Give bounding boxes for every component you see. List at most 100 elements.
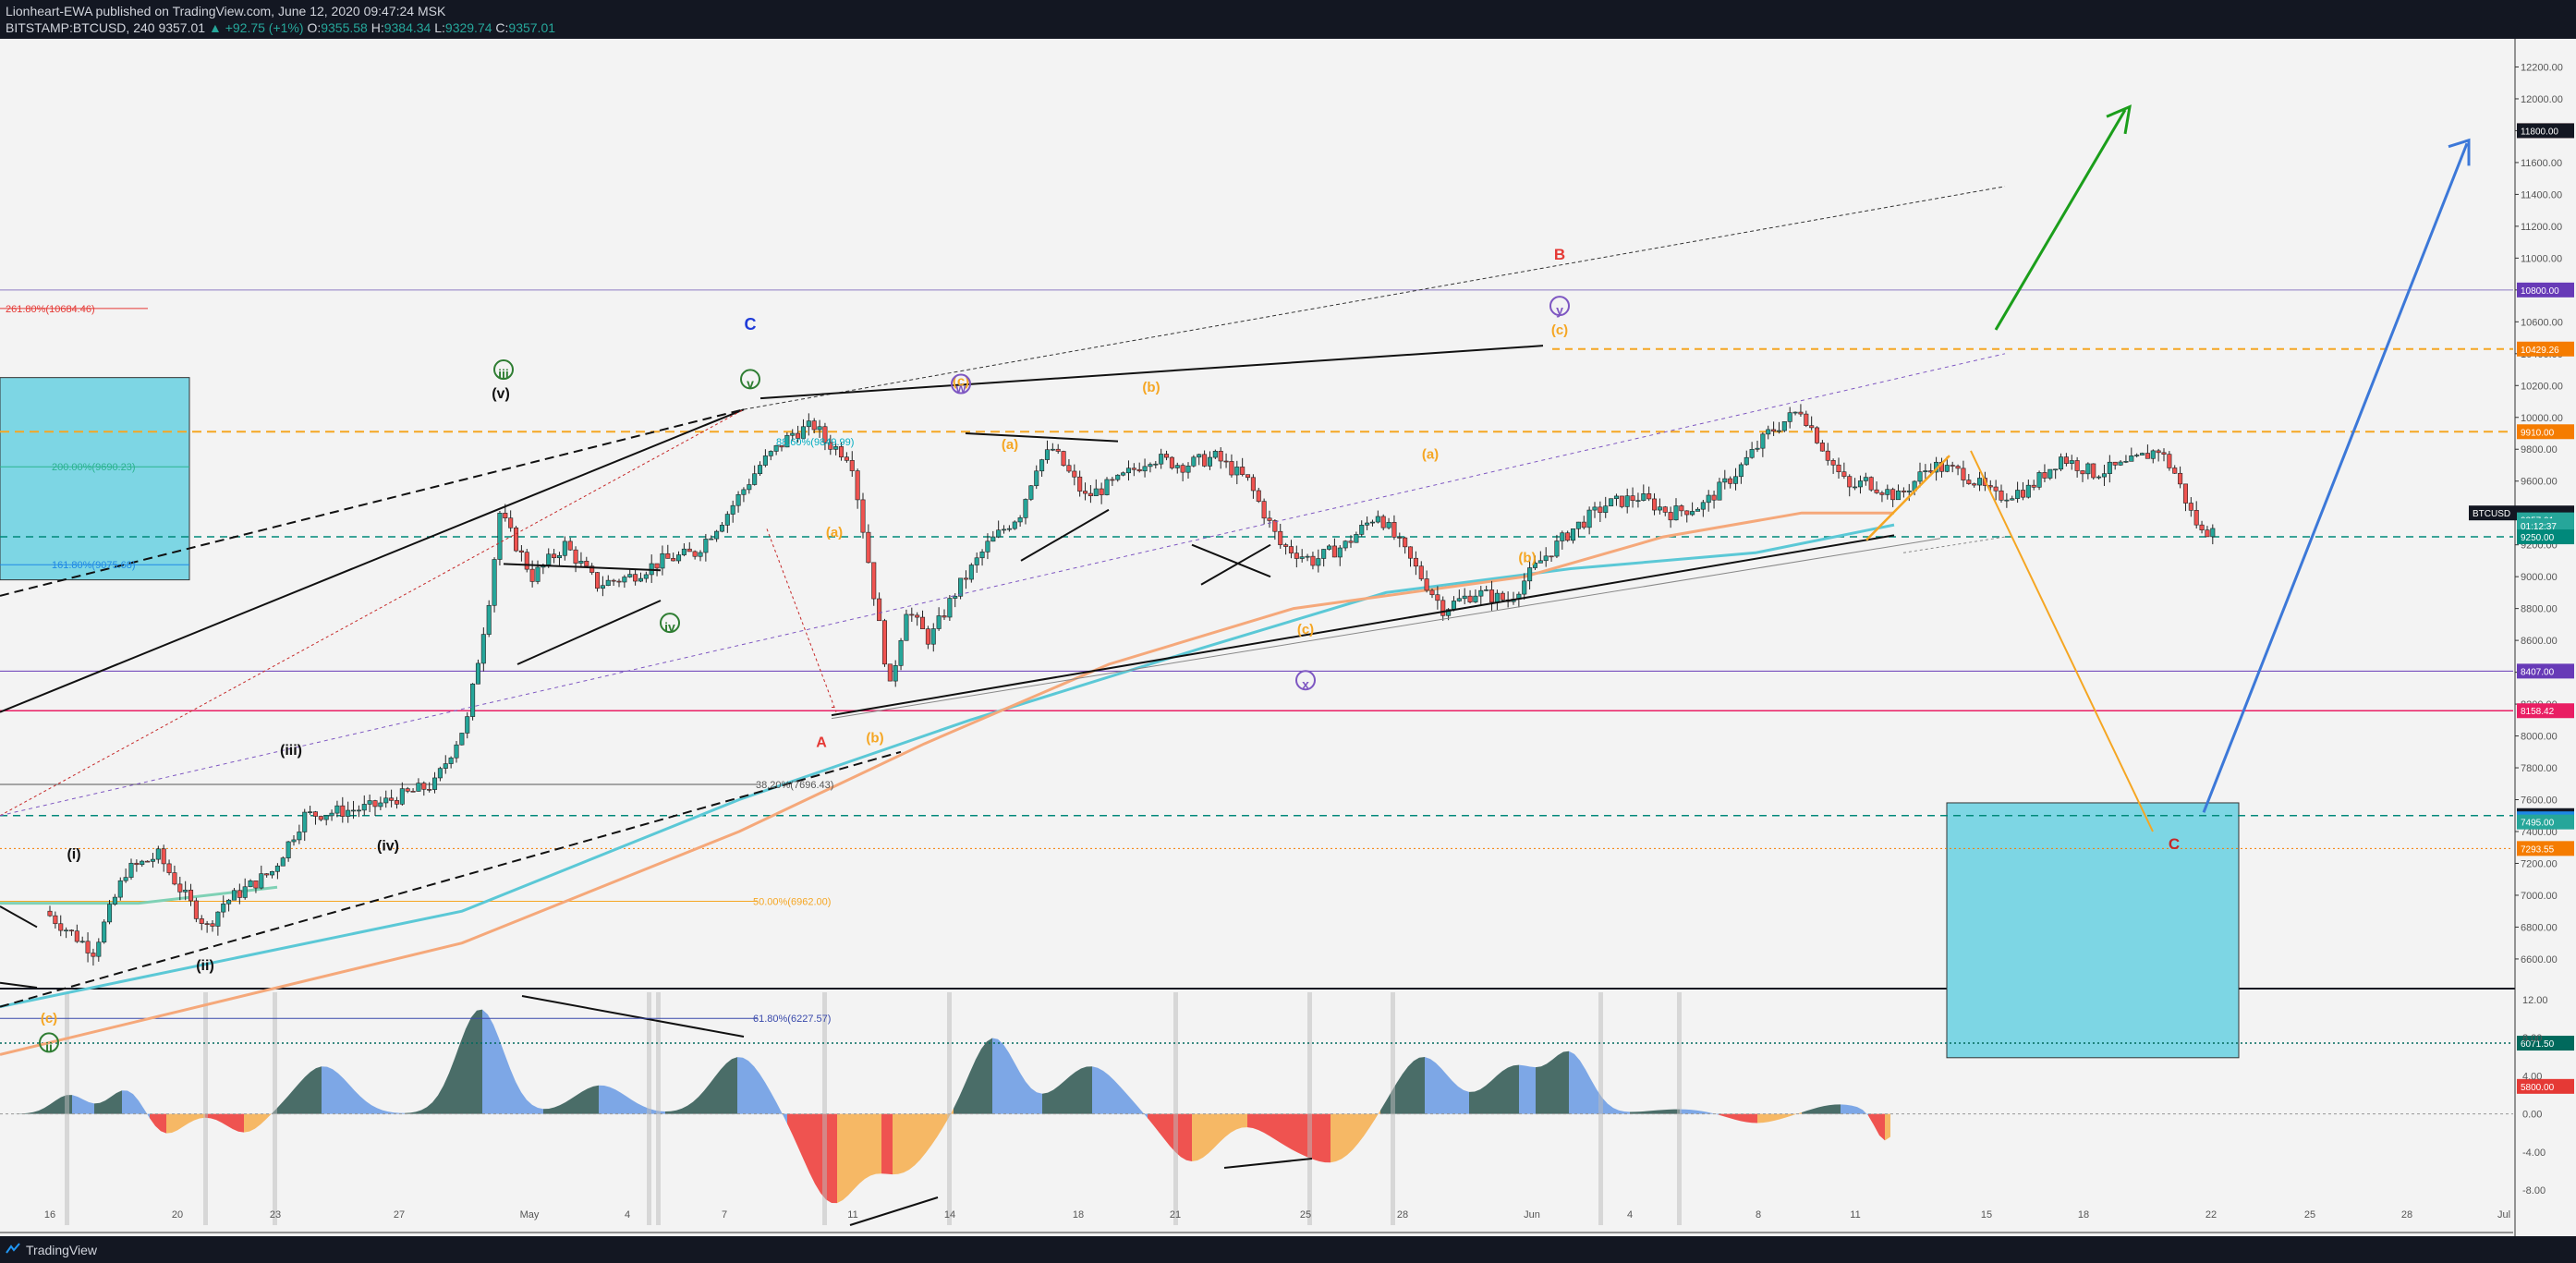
oscillator-bar (1264, 1113, 1270, 1136)
candle (990, 536, 996, 542)
chart-footer: TradingView (0, 1236, 2576, 1263)
price-label-text: 11800.00 (2521, 127, 2558, 137)
candle (248, 880, 253, 888)
candle (1522, 580, 1527, 595)
oscillator-bar (1447, 1075, 1452, 1114)
candle (1185, 465, 1191, 473)
oscillator-bar (216, 1113, 222, 1123)
candle (893, 665, 898, 682)
time-tick-label: 27 (394, 1209, 405, 1220)
candle (1365, 522, 1370, 526)
oscillator-bar (39, 1108, 44, 1114)
candle (1977, 478, 1983, 486)
chart-header: Lionheart-EWA published on TradingView.c… (0, 0, 2576, 39)
candle (2059, 456, 2064, 470)
candle (486, 604, 492, 635)
price-tick-label: 6800.00 (2521, 922, 2558, 933)
candle (1500, 592, 1505, 601)
price-chart[interactable]: (i) (ii) (iii) (iv) (v) iii iv ii Cv (c) (a) (b) (a)… (0, 39, 2576, 1236)
oscillator-bar (338, 1073, 344, 1114)
candle (904, 613, 909, 641)
session-band (1677, 992, 1682, 1225)
candle (1706, 494, 1711, 504)
candle (2150, 450, 2156, 459)
oscillator-bar (344, 1078, 349, 1114)
trend-line (1191, 543, 1271, 578)
oscillator-bar (1380, 1100, 1386, 1114)
candle (1598, 506, 1603, 514)
candle (855, 470, 860, 501)
oscillator-bar (1741, 1113, 1746, 1123)
candle (1413, 557, 1418, 567)
candle (259, 873, 264, 889)
oscillator-bar (449, 1058, 455, 1114)
candle (2042, 472, 2047, 479)
fib-label: 61.80%(6227.57) (753, 1014, 831, 1025)
candle (1072, 470, 1077, 478)
candle (1131, 468, 1136, 470)
candle (1766, 429, 1771, 435)
divergence-line (849, 1196, 939, 1226)
oscillator-bar (504, 1053, 510, 1114)
candle (188, 890, 194, 902)
oscillator-bar (1209, 1113, 1214, 1154)
oscillator-bar (593, 1085, 599, 1114)
oscillator-bar (1785, 1113, 1791, 1118)
candle (102, 921, 107, 943)
price-label-text: 10429.26 (2521, 346, 2559, 356)
candle (1142, 466, 1148, 472)
candle (1613, 495, 1619, 500)
candle (698, 552, 703, 557)
candle (1733, 476, 1739, 484)
candle (1023, 499, 1028, 518)
oscillator-bar (1624, 1111, 1630, 1114)
oscillator-bar (1746, 1113, 1752, 1123)
oscillator-bar (1037, 1092, 1042, 1114)
candle (909, 613, 915, 616)
oscillator-bar (527, 1099, 532, 1114)
candle (1386, 521, 1391, 528)
time-tick-label: 14 (944, 1209, 955, 1220)
candle (796, 432, 801, 439)
oscillator-bar (455, 1043, 460, 1114)
oscillator-bar (687, 1101, 693, 1114)
oscillator-bar (599, 1085, 604, 1114)
oscillator-bar (904, 1113, 909, 1173)
publisher-line: Lionheart-EWA published on TradingView.c… (6, 4, 446, 18)
oscillator-bar (1064, 1075, 1070, 1114)
oscillator-bar (676, 1108, 682, 1114)
candle (1348, 540, 1354, 543)
candle (562, 540, 567, 556)
candle (1879, 492, 1885, 495)
oscillator-bar (421, 1107, 427, 1114)
wave-iii: iii (498, 367, 509, 382)
price-label-text: BTCUSD (2473, 509, 2510, 519)
oscillator-bar (1458, 1086, 1464, 1114)
oscillator-bar (1730, 1113, 1735, 1120)
candle (1462, 595, 1467, 600)
candle (2080, 470, 2085, 475)
candle (573, 549, 578, 564)
candle (1537, 560, 1543, 564)
time-tick-label: 15 (1981, 1209, 1992, 1220)
candle (730, 504, 735, 515)
price-label-box (2517, 1078, 2574, 1094)
candle (871, 562, 877, 600)
oscillator-bar (1319, 1113, 1325, 1163)
oscillator-bar (1270, 1113, 1275, 1140)
oscillator-bar (1020, 1073, 1026, 1114)
oscillator-bar (1325, 1113, 1331, 1163)
oscillator-bar (1469, 1091, 1475, 1114)
candle (1652, 498, 1658, 511)
candle (308, 811, 313, 813)
oscillator-bar (909, 1113, 915, 1171)
candle (1136, 468, 1142, 472)
oscillator-bar (255, 1113, 261, 1129)
candle (58, 923, 64, 931)
symbol-line: BITSTAMP:BTCUSD, 240 9357.01 ▲ +92.75 (+… (6, 20, 555, 35)
candle (1418, 565, 1424, 579)
session-band (656, 992, 661, 1225)
trend-line (0, 905, 38, 929)
candle (2156, 450, 2161, 454)
session-band (203, 992, 208, 1225)
